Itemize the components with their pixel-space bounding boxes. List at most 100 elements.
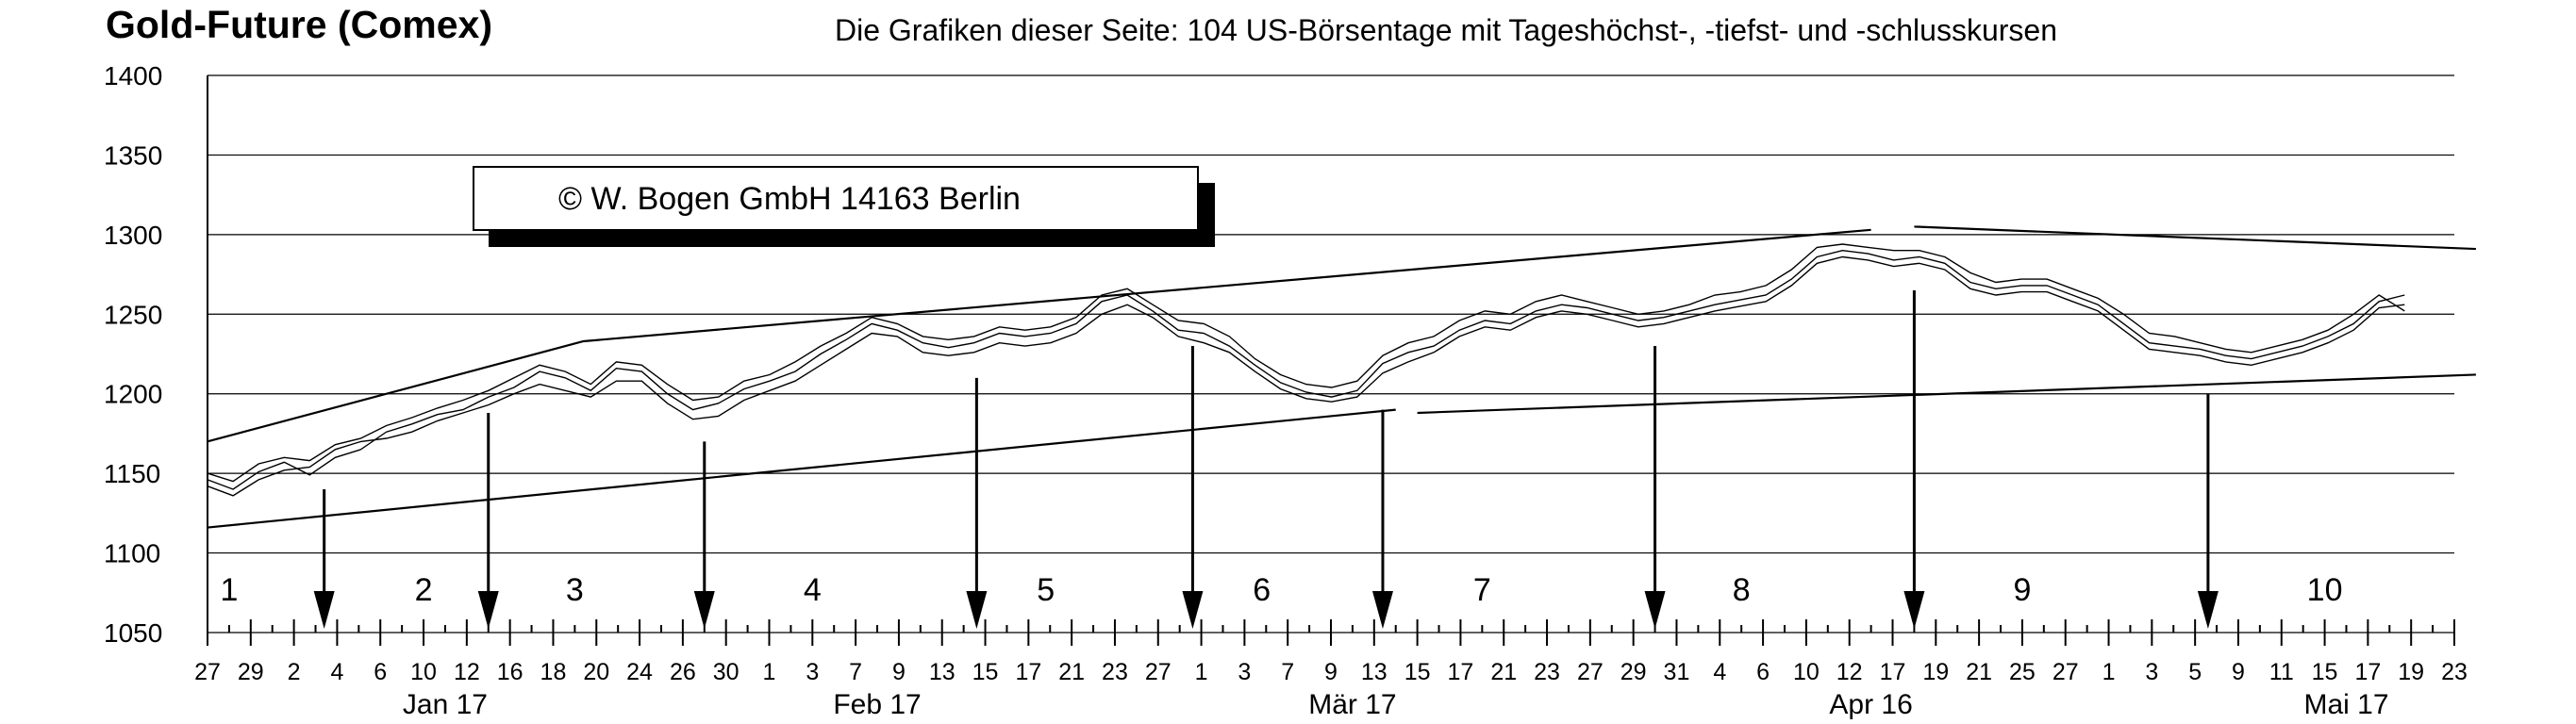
cycle-arrow-head	[1371, 591, 1393, 629]
month-label: Apr 16	[1829, 689, 1912, 720]
x-tick-label: 19	[1922, 659, 1949, 685]
x-tick-label: 12	[1836, 659, 1863, 685]
price-series-line	[207, 255, 2405, 497]
segment-label: 8	[1733, 572, 1751, 608]
series-lines	[207, 243, 2405, 497]
x-tick-label: 21	[1490, 659, 1517, 685]
x-tick-label: 4	[330, 659, 343, 685]
x-tick-label: 10	[410, 659, 437, 685]
x-tick-label: 1	[2102, 659, 2116, 685]
copyright-box-frame	[473, 166, 1199, 231]
cycle-arrow-head	[2197, 591, 2219, 629]
cycle-arrow-head	[1903, 591, 1925, 629]
segment-label: 10	[2307, 572, 2343, 608]
month-label: Mai 17	[2303, 689, 2388, 720]
x-tick-label: 27	[1577, 659, 1604, 685]
trendline	[1914, 225, 2476, 251]
cycle-arrow-head	[1644, 591, 1666, 629]
month-label: Feb 17	[833, 689, 921, 720]
month-label: Jan 17	[403, 689, 488, 720]
x-tick-label: 17	[1880, 659, 1906, 685]
x-tick-label: 30	[713, 659, 740, 685]
x-tick-label: 16	[497, 659, 524, 685]
x-tick-label: 11	[2269, 659, 2294, 685]
x-tick-label: 20	[583, 659, 609, 685]
x-tick-label: 23	[1102, 659, 1128, 685]
trendlines	[207, 225, 2476, 529]
x-axis: 27 29 2 4 6 10 12 16 18 20 24 26 30 1 3 7 9 13 15 17 21 23 27 1…	[194, 619, 2468, 720]
x-tick-label: 21	[1058, 659, 1085, 685]
x-tick-label: 31	[1664, 659, 1690, 685]
segment-label: 3	[566, 572, 584, 608]
x-tick-label: 5	[2188, 659, 2202, 685]
segment-labels: 1 2 3 4 5 6 7 8 9 10	[220, 572, 2342, 608]
x-tick-label: 26	[670, 659, 696, 685]
y-tick-label: 1350	[104, 140, 162, 170]
trendline	[207, 228, 1871, 443]
x-tick-label: 7	[849, 659, 862, 685]
y-axis: 1050 1100 1150 1200 1250 1300 1350 1400	[104, 61, 208, 648]
x-tick-label: 27	[1145, 659, 1172, 685]
chart-title: Gold-Future (Comex)	[106, 3, 492, 46]
x-tick-label: 13	[1361, 659, 1388, 685]
cycle-arrow-head	[477, 591, 499, 629]
y-tick-label: 1200	[104, 380, 162, 409]
month-label: Mär 17	[1308, 689, 1396, 720]
segment-label: 9	[2013, 572, 2031, 608]
x-tick-label: 17	[2354, 659, 2381, 685]
y-tick-label: 1400	[104, 61, 162, 90]
segment-label: 5	[1037, 572, 1055, 608]
x-tick-label: 6	[1756, 659, 1770, 685]
x-tick-label: 29	[1620, 659, 1647, 685]
x-tick-label: 3	[2145, 659, 2158, 685]
price-series-line	[207, 249, 2405, 490]
x-tick-label: 15	[972, 659, 999, 685]
price-series-line	[207, 243, 2405, 483]
cycle-arrow-head	[693, 591, 715, 629]
cycle-arrows	[313, 289, 2219, 629]
x-tick-label: 13	[929, 659, 956, 685]
x-tick-label: 3	[806, 659, 819, 685]
x-tick-label: 18	[540, 659, 567, 685]
x-tick-label: 27	[194, 659, 221, 685]
x-tick-label: 23	[1534, 659, 1560, 685]
copyright-box: © W. Bogen GmbH 14163 Berlin	[473, 166, 1215, 247]
trendline	[1417, 373, 2476, 415]
x-tick-label: 15	[1404, 659, 1431, 685]
segment-label: 4	[804, 572, 822, 608]
x-tick-label: 17	[1015, 659, 1041, 685]
x-tick-label: 2	[288, 659, 301, 685]
x-tick-label: 15	[2312, 659, 2338, 685]
x-tick-label: 9	[2232, 659, 2245, 685]
x-tick-label: 4	[1713, 659, 1726, 685]
y-tick-label: 1150	[104, 459, 160, 488]
segment-label: 6	[1253, 572, 1271, 608]
x-tick-label: 1	[763, 659, 776, 685]
x-tick-label: 7	[1281, 659, 1294, 685]
cycle-arrow-head	[313, 591, 335, 629]
trendline	[207, 408, 1396, 529]
x-tick-label: 6	[374, 659, 387, 685]
x-tick-label: 12	[454, 659, 480, 685]
copyright-text: © W. Bogen GmbH 14163 Berlin	[558, 181, 1021, 217]
x-tick-label: 10	[1793, 659, 1820, 685]
x-tick-label: 24	[626, 659, 653, 685]
y-tick-label: 1050	[104, 618, 162, 648]
segment-label: 1	[220, 572, 238, 608]
x-tick-label: 25	[2009, 659, 2036, 685]
x-tick-label: 17	[1448, 659, 1474, 685]
x-tick-label: 1	[1195, 659, 1208, 685]
y-tick-label: 1100	[104, 539, 160, 568]
y-tick-label: 1250	[104, 300, 162, 329]
grid-lines	[208, 74, 2454, 634]
x-tick-label: 3	[1238, 659, 1251, 685]
y-tick-label: 1300	[104, 221, 162, 250]
segment-label: 2	[415, 572, 433, 608]
x-tick-label: 29	[238, 659, 264, 685]
x-tick-label: 19	[2398, 659, 2424, 685]
cycle-arrow-head	[966, 591, 988, 629]
cycle-arrow-head	[1182, 591, 1204, 629]
x-tick-label: 23	[2441, 659, 2468, 685]
x-tick-label: 9	[1324, 659, 1338, 685]
